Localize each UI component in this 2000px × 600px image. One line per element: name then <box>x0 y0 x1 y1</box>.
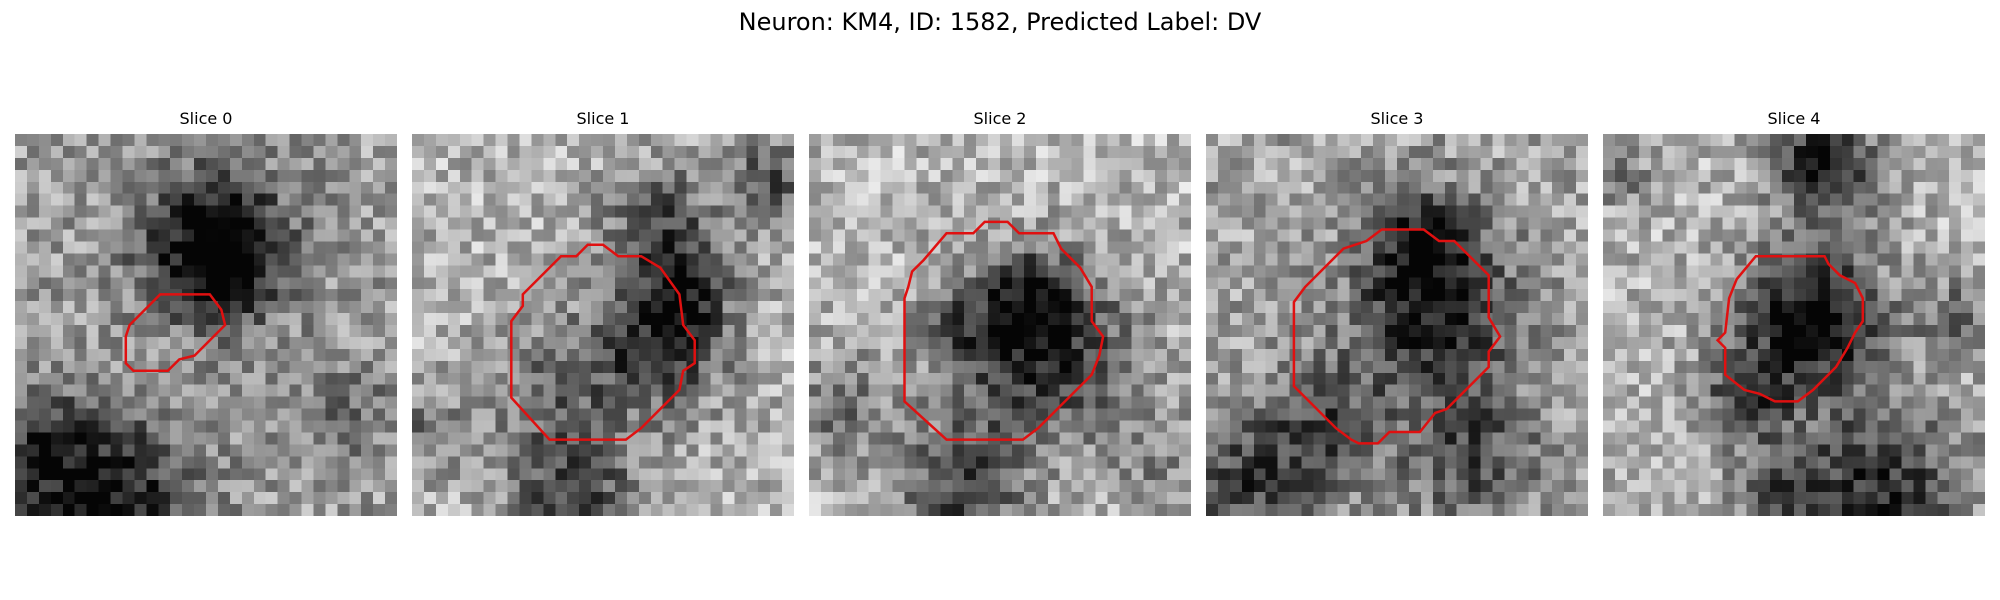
slice-panel-0: Slice 0 <box>15 108 397 516</box>
micrograph-canvas <box>1603 134 1985 516</box>
slice-title: Slice 2 <box>973 109 1027 128</box>
figure-title: Neuron: KM4, ID: 1582, Predicted Label: … <box>738 8 1262 36</box>
slice-panel-4: Slice 4 <box>1603 108 1985 516</box>
slice-title: Slice 0 <box>179 109 233 128</box>
cell-contour <box>903 220 1105 441</box>
slice-title: Slice 3 <box>1370 109 1424 128</box>
slice-image <box>809 134 1191 516</box>
contour-overlay <box>1292 228 1502 445</box>
slice-image <box>412 134 794 516</box>
contour-overlay <box>510 243 696 441</box>
cell-contour <box>1292 228 1502 445</box>
micrograph-canvas <box>1206 134 1588 516</box>
slice-panel-2: Slice 2 <box>809 108 1191 516</box>
slice-image <box>1603 134 1985 516</box>
micrograph-canvas <box>412 134 794 516</box>
micrograph-canvas <box>809 134 1191 516</box>
slice-title: Slice 4 <box>1767 109 1821 128</box>
slice-image <box>15 134 397 516</box>
slice-image <box>1206 134 1588 516</box>
micrograph-canvas <box>15 134 397 516</box>
slice-panel-1: Slice 1 <box>412 108 794 516</box>
slice-title: Slice 1 <box>576 109 630 128</box>
contour-overlay <box>124 293 227 373</box>
cell-contour <box>124 293 227 373</box>
slice-panel-3: Slice 3 <box>1206 108 1588 516</box>
cell-contour <box>510 243 696 441</box>
cell-contour <box>1715 254 1865 403</box>
contour-overlay <box>903 220 1105 441</box>
contour-overlay <box>1715 254 1865 403</box>
